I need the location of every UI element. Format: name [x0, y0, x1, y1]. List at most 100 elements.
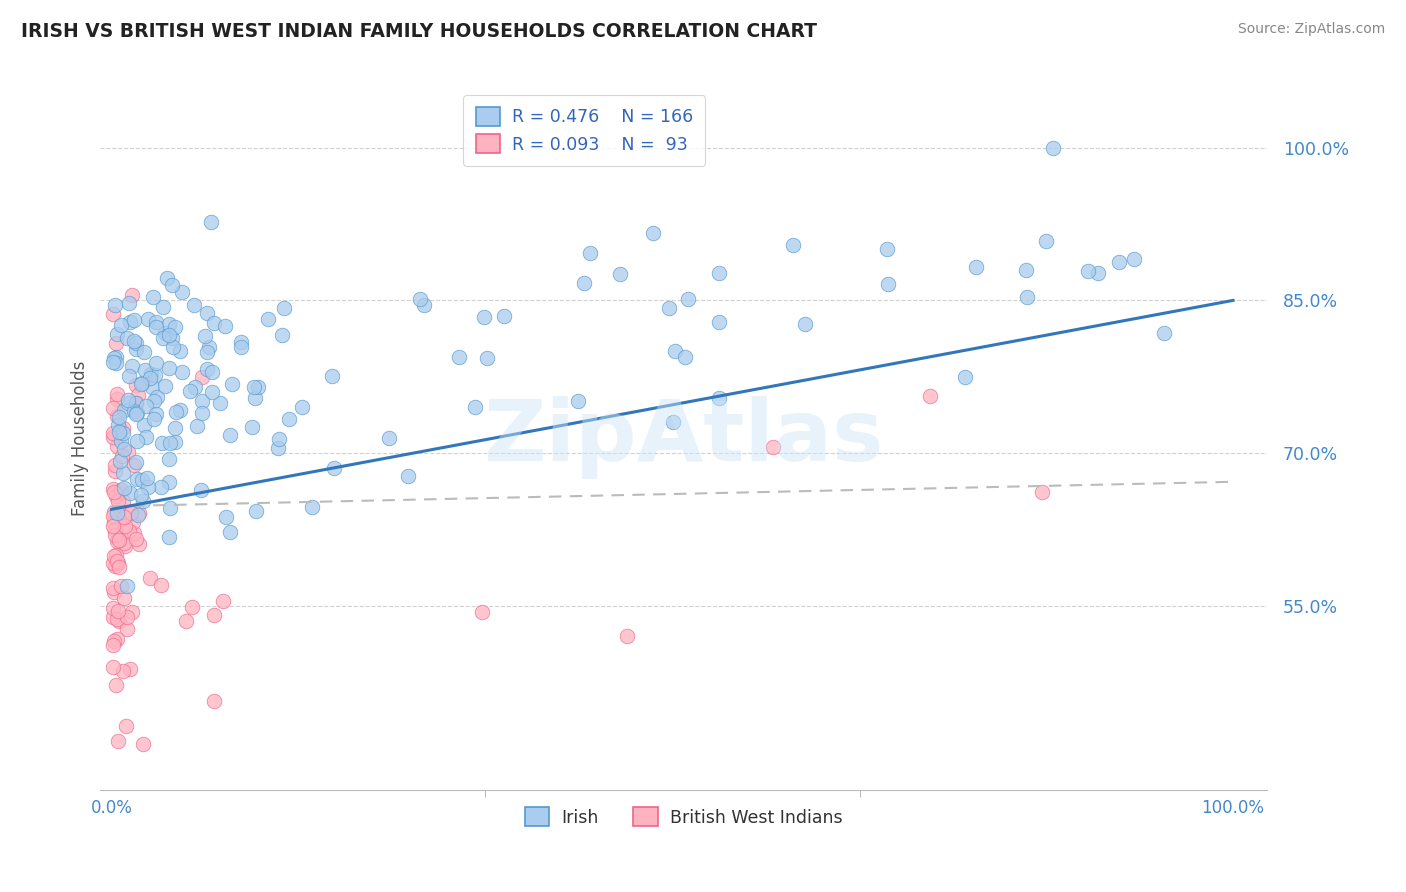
- Point: [218, 525, 240, 540]
- Point: [107, 734, 129, 748]
- Point: [658, 301, 681, 315]
- Point: [197, 340, 219, 354]
- Point: [105, 327, 128, 342]
- Point: [110, 424, 132, 438]
- Point: [105, 506, 128, 520]
- Point: [876, 277, 898, 291]
- Point: [673, 350, 696, 364]
- Point: [125, 396, 148, 410]
- Point: [115, 622, 138, 636]
- Point: [112, 536, 135, 550]
- Point: [107, 632, 129, 646]
- Point: [157, 452, 180, 467]
- Point: [120, 315, 142, 329]
- Point: [409, 293, 432, 307]
- Point: [121, 359, 143, 373]
- Point: [121, 288, 143, 302]
- Point: [120, 662, 142, 676]
- Point: [101, 425, 124, 440]
- Point: [243, 380, 266, 394]
- Point: [125, 408, 148, 422]
- Point: [105, 409, 128, 423]
- Point: [129, 376, 152, 391]
- Point: [108, 425, 131, 440]
- Point: [112, 510, 135, 524]
- Point: [134, 363, 156, 377]
- Point: [101, 601, 124, 615]
- Point: [104, 489, 127, 503]
- Point: [190, 483, 212, 497]
- Point: [105, 533, 128, 548]
- Point: [159, 500, 181, 515]
- Point: [271, 327, 294, 342]
- Point: [145, 320, 167, 334]
- Point: [121, 605, 143, 619]
- Point: [124, 334, 146, 349]
- Point: [218, 428, 240, 442]
- Point: [183, 298, 205, 312]
- Point: [195, 361, 218, 376]
- Point: [101, 401, 124, 415]
- Point: [103, 485, 125, 500]
- Point: [157, 529, 180, 543]
- Point: [108, 614, 131, 628]
- Text: IRISH VS BRITISH WEST INDIAN FAMILY HOUSEHOLDS CORRELATION CHART: IRISH VS BRITISH WEST INDIAN FAMILY HOUS…: [21, 22, 817, 41]
- Y-axis label: Family Households: Family Households: [72, 360, 89, 516]
- Point: [141, 380, 163, 394]
- Point: [122, 404, 145, 418]
- Point: [169, 403, 191, 417]
- Point: [124, 532, 146, 546]
- Point: [195, 345, 218, 359]
- Point: [110, 434, 132, 448]
- Point: [169, 343, 191, 358]
- Point: [214, 318, 236, 333]
- Point: [117, 396, 139, 410]
- Point: [449, 350, 471, 364]
- Point: [111, 664, 134, 678]
- Point: [191, 370, 214, 384]
- Point: [165, 434, 187, 449]
- Point: [104, 297, 127, 311]
- Point: [150, 578, 173, 592]
- Point: [112, 442, 135, 456]
- Point: [124, 396, 146, 410]
- Point: [472, 310, 495, 324]
- Point: [396, 469, 419, 483]
- Point: [494, 309, 516, 323]
- Point: [132, 345, 155, 359]
- Point: [114, 539, 136, 553]
- Point: [121, 506, 143, 520]
- Point: [195, 306, 218, 320]
- Point: [111, 449, 134, 463]
- Point: [231, 334, 253, 349]
- Point: [145, 407, 167, 421]
- Point: [139, 571, 162, 585]
- Point: [277, 412, 299, 426]
- Point: [200, 215, 222, 229]
- Point: [107, 418, 129, 433]
- Point: [413, 298, 436, 312]
- Point: [115, 609, 138, 624]
- Point: [567, 393, 589, 408]
- Point: [101, 482, 124, 496]
- Point: [165, 405, 187, 419]
- Point: [124, 458, 146, 472]
- Point: [136, 480, 159, 494]
- Point: [104, 559, 127, 574]
- Point: [153, 326, 176, 340]
- Point: [104, 528, 127, 542]
- Point: [794, 317, 817, 331]
- Point: [1042, 140, 1064, 154]
- Point: [103, 505, 125, 519]
- Point: [129, 488, 152, 502]
- Point: [676, 292, 699, 306]
- Point: [321, 368, 343, 383]
- Point: [104, 464, 127, 478]
- Point: [707, 315, 730, 329]
- Legend: Irish, British West Indians: Irish, British West Indians: [517, 800, 849, 834]
- Point: [143, 412, 166, 426]
- Point: [132, 737, 155, 751]
- Point: [101, 556, 124, 570]
- Point: [243, 391, 266, 405]
- Point: [156, 270, 179, 285]
